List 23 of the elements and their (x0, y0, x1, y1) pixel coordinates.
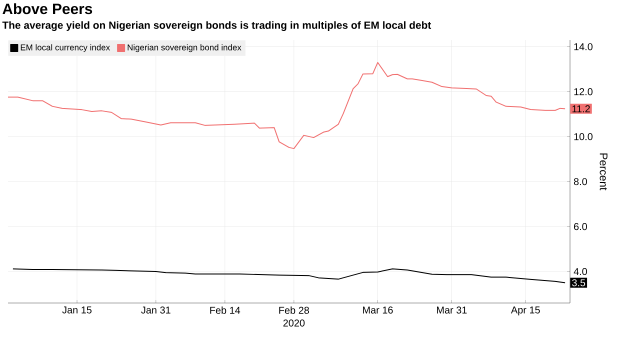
x-tick-label: Feb 14 (210, 306, 240, 314)
legend-label: EM local currency index (20, 44, 110, 52)
x-tick-label: Mar 31 (437, 306, 467, 314)
x-tick-label: Feb 28 (279, 306, 309, 314)
line-series (8, 62, 566, 150)
x-tick-label: Jan 15 (62, 306, 92, 314)
x-axis-title: 2020 (283, 320, 305, 327)
x-tick-label: Apr 15 (510, 306, 540, 316)
chart-subtitle: The average yield on Nigerian sovereign bonds is trading in multiples of EM local debt (2, 21, 432, 31)
y-tick-label: 6.0 (574, 223, 587, 230)
x-tick-label: Mar 16 (363, 306, 393, 314)
y-tick-label: 4.0 (574, 268, 587, 276)
data-label: 3.5 (572, 279, 586, 286)
chart-title: Above Peers (2, 3, 92, 14)
legend-label: Nigerian sovereign bond index (128, 44, 242, 52)
y-tick-label: 8.0 (574, 178, 587, 186)
y-tick-label: 12.0 (574, 88, 593, 96)
y-axis-title: Percent (600, 154, 608, 190)
data-label: 11.2 (572, 105, 590, 112)
y-tick-label: 14.0 (574, 43, 593, 50)
y-tick-label: 10.0 (574, 133, 593, 140)
line-series (12, 268, 566, 284)
x-tick-label: Jan 31 (141, 306, 170, 314)
